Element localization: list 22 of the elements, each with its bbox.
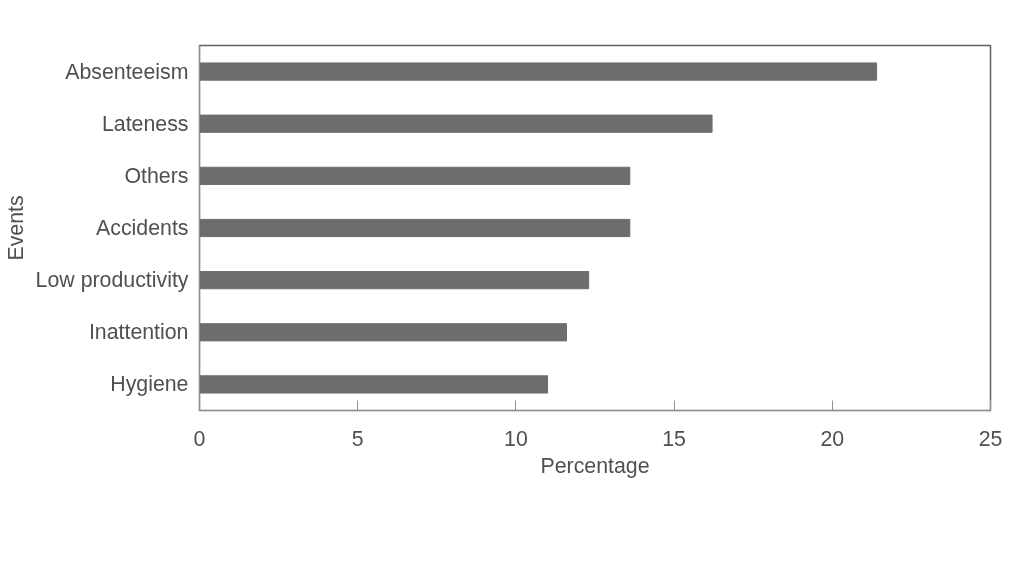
y-axis-title: Events xyxy=(3,195,28,261)
y-tick-label: Absenteeism xyxy=(65,59,189,84)
bar xyxy=(199,271,590,290)
bar xyxy=(199,114,713,133)
x-axis-title: Percentage xyxy=(540,453,650,478)
x-tick-label: 10 xyxy=(504,426,528,451)
y-tick-label: Lateness xyxy=(101,111,189,136)
x-tick-label: 15 xyxy=(662,426,686,451)
x-tick-label: 0 xyxy=(193,426,206,451)
y-tick-label: Hygiene xyxy=(110,372,189,397)
y-tick-label: Low productivity xyxy=(35,268,189,293)
x-tick-label: 25 xyxy=(978,426,1003,451)
x-tick-label: 20 xyxy=(820,426,845,451)
bar xyxy=(199,323,568,342)
bar xyxy=(199,375,549,394)
bar xyxy=(199,166,631,185)
y-tick-label: Others xyxy=(124,163,189,188)
x-tick-label: 5 xyxy=(351,426,364,451)
y-tick-label: Inattention xyxy=(88,320,189,345)
y-tick-label: Accidents xyxy=(96,216,189,240)
bar xyxy=(199,62,878,81)
bar xyxy=(199,218,631,238)
